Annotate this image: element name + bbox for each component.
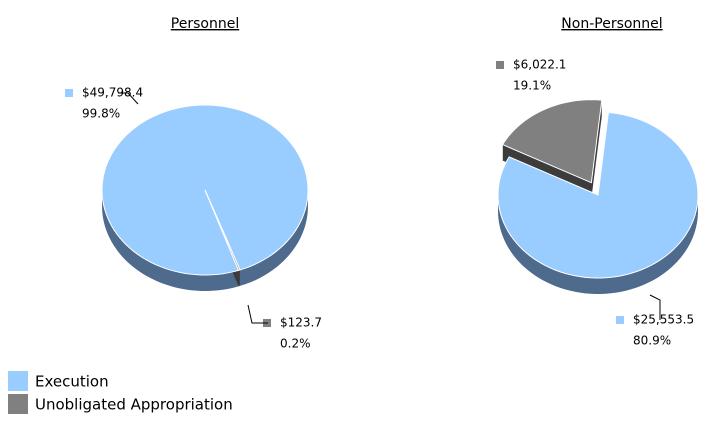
slice (497, 111, 699, 279)
slice (204, 189, 241, 271)
leader-line (247, 304, 268, 324)
legend-label: Unobligated Appropriation (35, 396, 233, 414)
percent-label: 19.1% (513, 79, 551, 93)
legend-swatch (8, 394, 28, 414)
percent-label: 0.2% (280, 337, 311, 351)
label-swatch (616, 316, 624, 324)
legend-swatch (8, 371, 28, 391)
value-label: $123.7 (280, 316, 322, 330)
pie-title: Personnel (171, 16, 239, 32)
value-label: $25,553.5 (633, 313, 694, 327)
slice (501, 99, 603, 184)
legend-label: Execution (35, 373, 109, 391)
percent-label: 99.8% (82, 107, 120, 121)
pie-title: Non-Personnel (561, 16, 662, 32)
percent-label: 80.9% (633, 334, 671, 348)
leader-line (649, 294, 661, 320)
value-label: $6,022.1 (513, 58, 566, 72)
leader-line (118, 92, 139, 105)
label-swatch (496, 61, 504, 69)
label-swatch (65, 89, 73, 97)
value-label: $49,798.4 (82, 86, 143, 100)
